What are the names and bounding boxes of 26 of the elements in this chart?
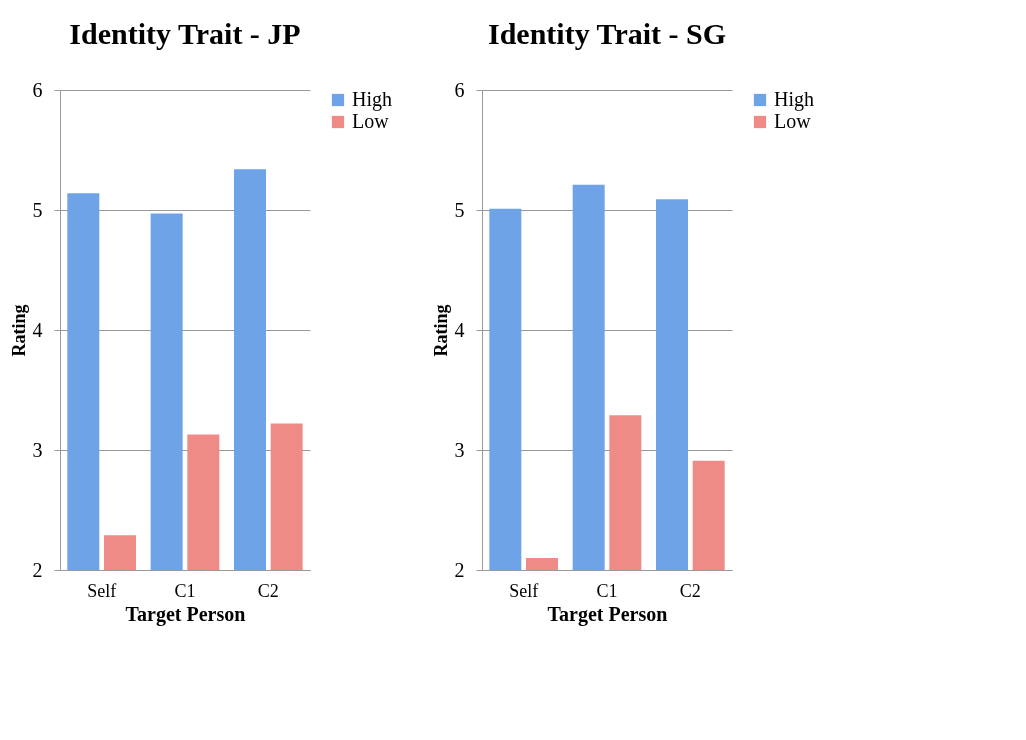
y-tick-label: 5 — [32, 198, 43, 221]
x-axis-title: Target Person — [125, 602, 246, 626]
legend-label: High — [774, 88, 814, 111]
x-tick-label: C2 — [257, 580, 279, 601]
x-tick-label: Self — [87, 580, 117, 601]
y-tick-label: 3 — [32, 438, 43, 461]
y-tick-label: 6 — [454, 78, 465, 101]
y-tick-label: 2 — [454, 558, 465, 581]
x-tick-label: C1 — [174, 580, 196, 601]
x-tick-label: Self — [509, 580, 539, 601]
chart-title: Identity Trait - JP — [69, 17, 301, 50]
x-axis-title: Target Person — [547, 602, 668, 626]
y-tick-label: 3 — [454, 438, 465, 461]
y-tick-label: 4 — [32, 318, 43, 341]
y-axis-title: Rating — [8, 304, 29, 357]
legend-label: High — [352, 88, 392, 111]
y-tick-label: 4 — [454, 318, 465, 341]
x-tick-label: C2 — [679, 580, 701, 601]
chart-title: Identity Trait - SG — [487, 17, 727, 50]
legend-label: Low — [774, 110, 812, 132]
y-tick-label: 6 — [32, 78, 43, 101]
y-tick-label: 2 — [32, 558, 43, 581]
y-tick-label: 5 — [454, 198, 465, 221]
y-axis-title: Rating — [430, 304, 451, 357]
x-tick-label: C1 — [596, 580, 618, 601]
legend-label: Low — [352, 110, 390, 132]
